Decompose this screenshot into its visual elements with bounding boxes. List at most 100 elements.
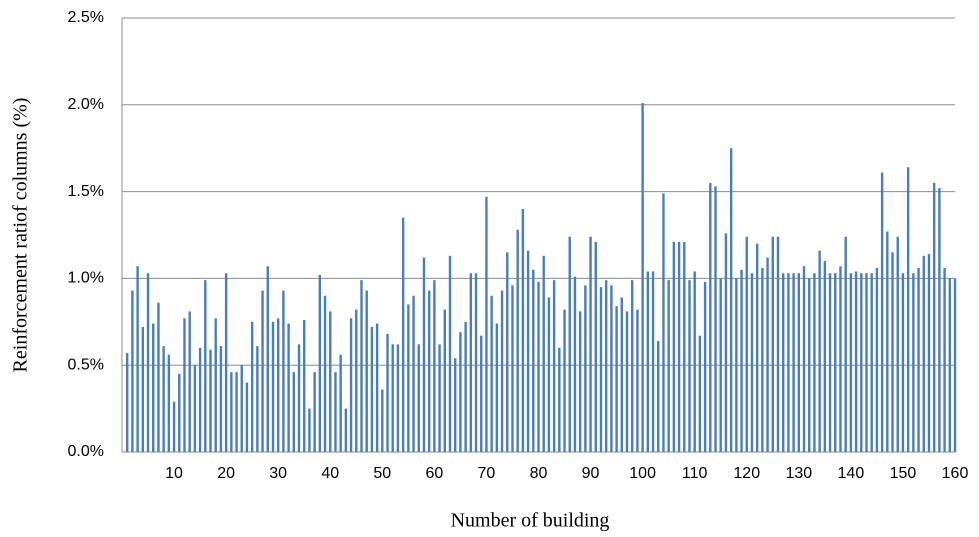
bar [667,280,670,452]
bar [204,280,207,452]
bar [245,382,249,452]
bar [880,172,884,452]
bar [688,280,691,452]
bar [552,280,556,452]
bar [599,287,603,452]
bar [276,318,280,452]
bar [698,335,702,452]
bar [823,261,827,452]
bar [459,332,462,452]
bar [417,344,420,452]
bar [578,311,582,452]
bar [235,372,238,452]
bar [386,333,389,452]
y-tick-label: 1.0% [68,270,104,287]
y-tick-label: 0.5% [68,356,104,373]
bar [344,408,348,452]
bar [870,273,873,452]
bar [370,327,374,452]
bar [719,278,722,452]
bar [219,346,223,452]
bar [750,273,754,452]
bar [745,236,748,452]
bar [396,344,400,452]
bar [131,290,134,452]
bar [297,344,301,452]
bar [454,358,457,452]
bar [787,273,790,452]
bar [427,290,431,452]
bar [547,297,551,452]
bar [474,273,478,452]
x-tick-label: 20 [217,465,235,482]
bar [818,250,821,452]
bar [906,167,910,452]
bar [526,250,530,452]
x-tick-label: 110 [682,465,708,482]
bar [365,290,368,452]
bar [740,269,743,452]
bar [735,278,738,452]
bar [172,401,176,452]
bar [917,267,920,452]
bar [724,233,728,452]
bar [375,323,379,452]
bar [433,280,436,452]
bar [792,273,795,452]
bar [584,285,587,452]
x-tick-label: 50 [373,465,391,482]
x-tick-label: 10 [165,465,183,482]
bar [912,273,915,452]
bar [240,365,243,452]
x-tick-label: 90 [582,465,600,482]
bar [896,236,899,452]
bar [802,266,806,452]
bar [589,236,592,452]
y-tick-label: 2.5% [68,9,104,26]
bar [953,278,957,452]
bar [766,257,769,452]
bar [542,255,545,452]
bar [271,321,275,452]
bar [224,273,228,452]
bar [677,241,681,452]
bar [349,318,353,452]
bar [178,373,181,452]
bar [230,372,233,452]
bar [480,335,483,452]
bar [495,323,499,452]
bar [646,271,650,452]
bar [854,271,858,452]
bar [162,346,165,452]
bar [407,304,410,452]
x-tick-label: 100 [629,465,656,482]
bar [709,182,712,453]
bar [282,290,285,452]
bar [771,236,774,452]
bar [865,273,868,452]
bar [755,243,759,452]
bar [662,193,665,452]
bar [839,266,842,452]
bar [594,241,597,452]
bar [636,309,639,452]
bar [844,236,847,452]
bar [193,365,197,452]
bar [308,408,311,452]
bar [860,273,863,452]
x-tick-label: 60 [425,465,443,482]
bar [886,231,889,452]
bar [209,349,212,452]
y-axis-title: Reinforcement ratiof columns (%) [10,98,32,373]
bar [292,372,296,452]
bar [828,273,832,452]
bar [781,273,785,452]
bar [927,254,931,452]
bar [183,318,186,452]
bar [568,236,571,452]
bar [500,290,504,452]
bar [448,255,452,452]
bar [532,269,535,452]
